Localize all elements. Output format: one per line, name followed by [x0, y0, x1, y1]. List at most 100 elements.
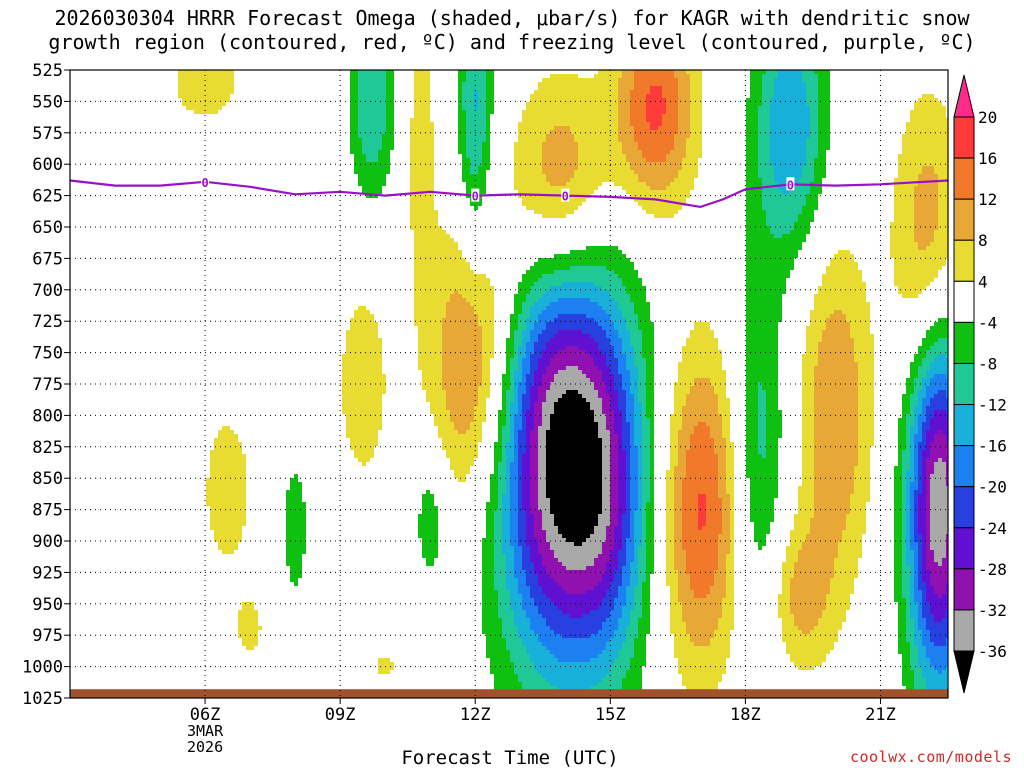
- omega-cell: [246, 470, 454, 474]
- omega-cell: [522, 394, 530, 398]
- omega-cell: [534, 530, 546, 534]
- omega-cell: [918, 398, 922, 402]
- omega-cell: [930, 362, 948, 366]
- omega-cell: [794, 622, 818, 626]
- omega-cell: [766, 394, 778, 398]
- omega-cell: [254, 606, 482, 610]
- omega-cell: [414, 298, 450, 302]
- omega-cell: [610, 582, 622, 586]
- omega-cell: [814, 378, 858, 382]
- omega-cell: [722, 498, 730, 502]
- colorbar-under-triangle: [953, 650, 975, 694]
- omega-cell: [858, 562, 894, 566]
- omega-cell: [674, 398, 686, 402]
- omega-cell: [434, 142, 458, 146]
- omega-cell: [766, 446, 778, 450]
- omega-cell: [626, 394, 634, 398]
- omega-cell: [770, 150, 806, 154]
- omega-cell: [454, 238, 746, 242]
- omega-cell: [874, 346, 918, 350]
- omega-cell: [502, 386, 510, 390]
- omega-cell: [630, 390, 638, 394]
- omega-cell: [646, 510, 654, 514]
- omega-cell: [634, 70, 674, 74]
- omega-cell: [498, 474, 506, 478]
- omega-cell: [490, 358, 506, 362]
- omega-cell: [686, 554, 718, 558]
- omega-cell: [630, 334, 642, 338]
- omega-cell: [918, 454, 922, 458]
- omega-cell: [430, 402, 446, 406]
- omega-cell: [926, 486, 930, 490]
- omega-cell: [654, 526, 666, 530]
- omega-cell: [70, 434, 218, 438]
- omega-cell: [482, 438, 498, 442]
- omega-cell: [546, 534, 562, 538]
- omega-cell: [806, 538, 842, 542]
- omega-cell: [642, 518, 646, 522]
- omega-cell: [622, 610, 630, 614]
- omega-cell: [674, 466, 686, 470]
- omega-cell: [938, 354, 946, 358]
- omega-cell: [542, 170, 574, 174]
- omega-cell: [782, 434, 802, 438]
- omega-cell: [926, 506, 930, 510]
- omega-cell: [414, 266, 470, 270]
- omega-cell: [686, 474, 718, 478]
- omega-cell: [530, 286, 550, 290]
- omega-cell: [666, 530, 674, 534]
- omega-cell: [602, 598, 614, 602]
- omega-cell: [522, 334, 530, 338]
- omega-cell: [698, 522, 706, 526]
- omega-cell: [622, 386, 630, 390]
- y-tick-label: 700: [32, 281, 63, 301]
- omega-cell: [938, 562, 942, 566]
- omega-cell: [946, 374, 948, 378]
- omega-cell: [498, 426, 502, 430]
- omega-cell: [598, 582, 610, 586]
- omega-cell: [434, 186, 466, 190]
- omega-cell: [850, 498, 870, 502]
- omega-cell: [490, 370, 506, 374]
- omega-cell: [726, 378, 746, 382]
- omega-cell: [614, 374, 622, 378]
- omega-cell: [642, 514, 646, 518]
- omega-cell: [598, 682, 622, 686]
- omega-cell: [502, 446, 506, 450]
- omega-cell: [846, 518, 866, 522]
- omega-cell: [486, 118, 490, 122]
- omega-cell: [442, 438, 482, 442]
- omega-cell: [534, 422, 542, 426]
- omega-cell: [662, 114, 678, 118]
- omega-cell: [542, 642, 606, 646]
- omega-cell: [530, 490, 538, 494]
- omega-cell: [758, 434, 766, 438]
- omega-cell: [802, 394, 814, 398]
- omega-cell: [734, 494, 750, 498]
- omega-cell: [642, 154, 666, 158]
- omega-cell: [478, 318, 494, 322]
- omega-cell: [410, 174, 434, 178]
- omega-cell: [522, 306, 530, 310]
- omega-cell: [922, 666, 934, 670]
- omega-cell: [914, 594, 922, 598]
- omega-cell: [898, 162, 948, 166]
- omega-cell: [622, 142, 638, 146]
- omega-cell: [622, 646, 634, 650]
- omega-cell: [618, 78, 634, 82]
- omega-cell: [670, 454, 678, 458]
- omega-cell: [382, 402, 430, 406]
- omega-cell: [802, 438, 814, 442]
- omega-cell: [650, 478, 654, 482]
- omega-cell: [494, 686, 522, 690]
- omega-cell: [550, 286, 602, 290]
- omega-cell: [802, 390, 814, 394]
- omega-cell: [638, 486, 642, 490]
- omega-cell: [350, 134, 358, 138]
- omega-cell: [226, 102, 350, 106]
- omega-cell: [846, 610, 898, 614]
- omega-cell: [414, 98, 430, 102]
- omega-cell: [498, 494, 502, 498]
- omega-cell: [534, 522, 542, 526]
- omega-cell: [854, 482, 870, 486]
